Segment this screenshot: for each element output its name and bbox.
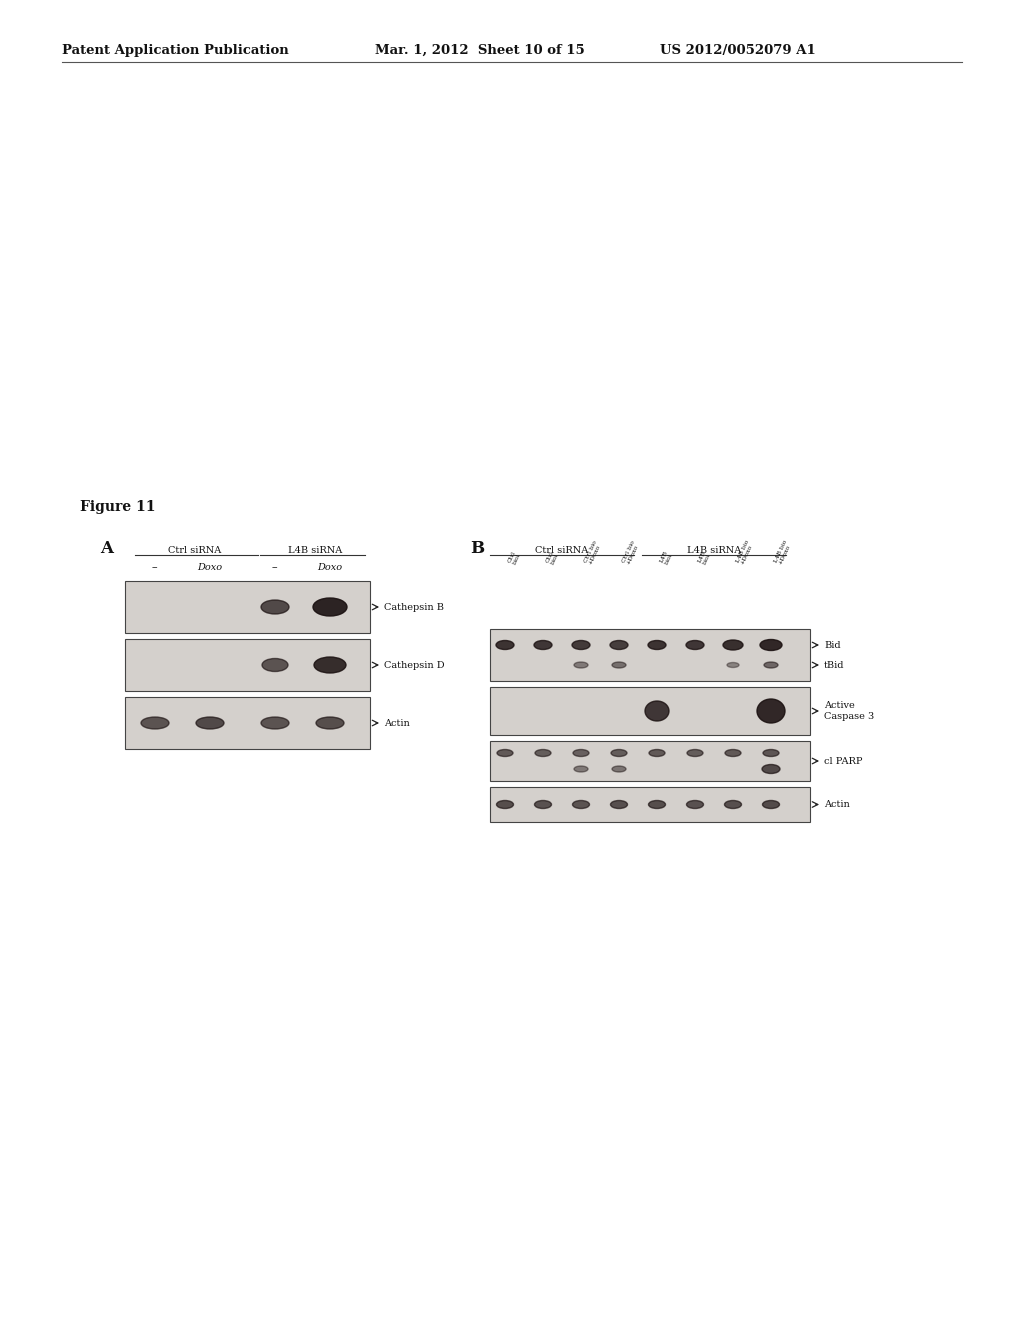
Text: Actin: Actin [824, 800, 850, 809]
Ellipse shape [612, 663, 626, 668]
Ellipse shape [687, 750, 703, 756]
Text: Cathepsin B: Cathepsin B [384, 602, 444, 611]
Bar [125, 581, 370, 634]
Text: tBid: tBid [824, 660, 845, 669]
Text: Ctrl bio
+Doxo: Ctrl bio +Doxo [583, 540, 602, 565]
Ellipse shape [572, 800, 590, 808]
Bar [125, 697, 370, 748]
Text: Ctrl
biol: Ctrl biol [545, 550, 559, 565]
Ellipse shape [196, 717, 224, 729]
Bar [125, 639, 370, 690]
Ellipse shape [648, 800, 666, 808]
Ellipse shape [573, 750, 589, 756]
Text: Ctrl
biol: Ctrl biol [507, 550, 521, 565]
Ellipse shape [757, 700, 785, 723]
Text: A: A [100, 540, 113, 557]
Text: Ctrl siRNA: Ctrl siRNA [168, 546, 221, 554]
Ellipse shape [610, 640, 628, 649]
Ellipse shape [727, 663, 739, 668]
Text: cl PARP: cl PARP [824, 756, 862, 766]
Text: L4B bio
+Doxo: L4B bio +Doxo [735, 539, 755, 565]
Ellipse shape [261, 717, 289, 729]
Ellipse shape [610, 800, 628, 808]
Ellipse shape [316, 717, 344, 729]
Ellipse shape [763, 750, 779, 756]
Ellipse shape [764, 663, 778, 668]
Ellipse shape [497, 800, 513, 808]
Bar [490, 686, 810, 735]
Bar [490, 741, 810, 781]
Ellipse shape [535, 800, 552, 808]
Text: Mar. 1, 2012  Sheet 10 of 15: Mar. 1, 2012 Sheet 10 of 15 [375, 44, 585, 57]
Text: Doxo: Doxo [198, 564, 222, 572]
Ellipse shape [649, 750, 665, 756]
Text: Active
Caspase 3: Active Caspase 3 [824, 701, 874, 721]
Ellipse shape [574, 663, 588, 668]
Ellipse shape [535, 750, 551, 756]
Ellipse shape [314, 657, 346, 673]
Text: L4B siRNA: L4B siRNA [687, 546, 741, 554]
Ellipse shape [496, 640, 514, 649]
Ellipse shape [763, 800, 779, 808]
Ellipse shape [686, 800, 703, 808]
Ellipse shape [725, 800, 741, 808]
Text: Doxo: Doxo [317, 564, 343, 572]
Text: B: B [470, 540, 484, 557]
Ellipse shape [262, 659, 288, 672]
Text: Cathepsin D: Cathepsin D [384, 660, 444, 669]
Ellipse shape [261, 601, 289, 614]
Ellipse shape [141, 717, 169, 729]
Ellipse shape [686, 640, 705, 649]
Text: L4B siRNA: L4B siRNA [288, 546, 342, 554]
Ellipse shape [725, 750, 741, 756]
Ellipse shape [611, 750, 627, 756]
Bar [490, 787, 810, 822]
Ellipse shape [648, 640, 666, 649]
Ellipse shape [762, 764, 780, 774]
Ellipse shape [574, 766, 588, 772]
Ellipse shape [313, 598, 347, 616]
Bar [490, 630, 810, 681]
Text: L4B bio
+Doxo: L4B bio +Doxo [773, 539, 793, 565]
Text: L4B
biol: L4B biol [659, 549, 674, 565]
Text: --: -- [271, 564, 279, 572]
Ellipse shape [534, 640, 552, 649]
Text: US 2012/0052079 A1: US 2012/0052079 A1 [660, 44, 816, 57]
Text: Figure 11: Figure 11 [80, 500, 156, 513]
Text: --: -- [152, 564, 159, 572]
Text: Bid: Bid [824, 640, 841, 649]
Text: L4B
biol: L4B biol [697, 549, 712, 565]
Text: Patent Application Publication: Patent Application Publication [62, 44, 289, 57]
Text: Ctrl siRNA: Ctrl siRNA [536, 546, 589, 554]
Ellipse shape [645, 701, 669, 721]
Ellipse shape [723, 640, 743, 649]
Ellipse shape [497, 750, 513, 756]
Text: Ctrl bio
+Doxo: Ctrl bio +Doxo [621, 540, 641, 565]
Ellipse shape [760, 639, 782, 651]
Text: Actin: Actin [384, 718, 410, 727]
Ellipse shape [612, 766, 626, 772]
Ellipse shape [572, 640, 590, 649]
